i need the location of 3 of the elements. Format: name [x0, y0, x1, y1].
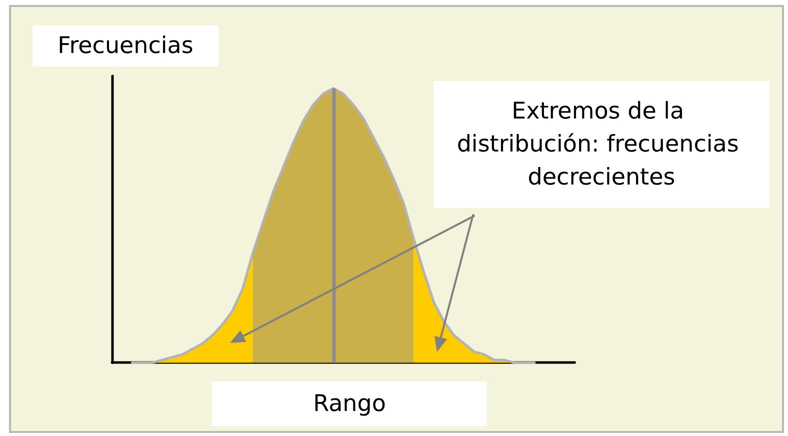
y-axis-title: Frecuencias [58, 33, 194, 59]
x-axis-title: Rango [313, 391, 386, 417]
annotation: Extremos de la distribución: frecuencias decrecientes [456, 98, 746, 190]
